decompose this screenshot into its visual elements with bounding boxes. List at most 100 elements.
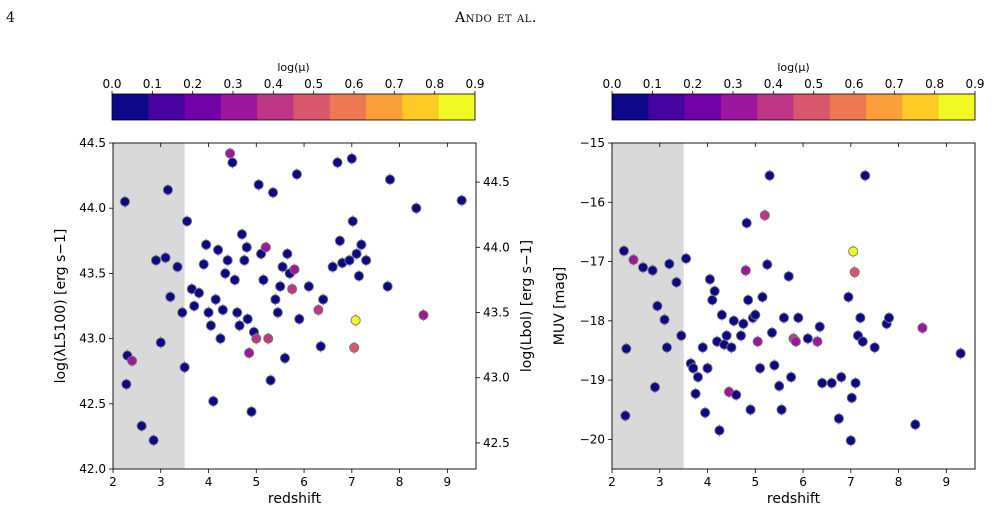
data-point <box>294 313 305 325</box>
data-point <box>869 342 880 353</box>
data-point <box>267 187 279 198</box>
data-point <box>849 267 860 278</box>
colorbar-segment <box>402 94 440 120</box>
data-point <box>177 307 188 318</box>
data-point <box>716 309 727 320</box>
running-title-text: Ando et al. <box>455 10 537 26</box>
data-point <box>265 375 276 386</box>
data-point <box>702 363 713 374</box>
data-point <box>778 312 789 323</box>
data-point <box>155 337 166 348</box>
x-tick-label: 8 <box>396 475 404 489</box>
data-point <box>270 294 281 305</box>
data-point <box>384 174 396 185</box>
data-point <box>786 372 797 383</box>
data-point <box>318 294 329 305</box>
data-point <box>351 248 362 259</box>
colorbar-segment <box>866 94 903 120</box>
data-point <box>172 261 183 272</box>
colorbar-segment <box>112 94 149 120</box>
data-point <box>263 333 274 344</box>
data-point <box>850 378 861 389</box>
data-point <box>661 342 672 353</box>
colorbar-tick-label: 0.9 <box>465 77 484 91</box>
data-point <box>743 295 754 306</box>
data-point <box>382 281 393 292</box>
colorbar-tick-label: 0.1 <box>643 77 662 91</box>
data-point <box>769 360 780 371</box>
data-point <box>664 258 675 269</box>
colorbar-segment <box>220 94 258 120</box>
y2-tick-label: 44.5 <box>483 175 510 189</box>
data-point <box>845 435 856 446</box>
data-point <box>680 253 692 264</box>
data-point <box>697 342 708 353</box>
data-point <box>652 300 663 312</box>
colorbar-tick-label: 0.3 <box>723 77 742 91</box>
data-point <box>244 347 255 358</box>
y-tick-label: 44.5 <box>79 136 106 150</box>
data-point <box>836 372 847 383</box>
colorbar-tick-label: 0.7 <box>385 77 404 91</box>
colorbar-segment <box>329 94 367 120</box>
x-tick-label: 5 <box>252 475 260 489</box>
data-point <box>148 435 159 446</box>
data-point <box>848 246 859 257</box>
data-point <box>700 407 711 418</box>
data-point <box>227 157 238 168</box>
running-title: Ando et al. <box>0 10 992 26</box>
colorbar-segment <box>684 94 722 120</box>
x-axis-label: redshift <box>268 491 322 507</box>
y-tick-label: 42.5 <box>79 397 106 411</box>
data-point <box>222 255 233 266</box>
data-point <box>692 372 704 383</box>
data-point <box>346 153 357 164</box>
colorbar-segment <box>257 94 294 120</box>
shaded-region <box>612 143 684 469</box>
y-tick-label: −19 <box>580 373 605 387</box>
data-point <box>833 413 844 424</box>
shaded-region <box>113 143 185 469</box>
data-point <box>826 378 837 389</box>
data-point <box>189 300 200 312</box>
data-point <box>714 425 725 436</box>
data-point <box>205 320 216 331</box>
colorbar-tick-label: 0.7 <box>885 77 904 91</box>
y-tick-label: −16 <box>580 195 605 209</box>
data-point <box>783 271 794 282</box>
x-tick-label: 2 <box>608 475 616 489</box>
data-point <box>160 252 171 263</box>
data-point <box>741 217 752 229</box>
data-point <box>210 294 221 305</box>
colorbar-segment <box>793 94 831 120</box>
data-point <box>618 245 629 256</box>
data-point <box>707 295 718 306</box>
data-point <box>955 348 966 359</box>
colorbar-frame <box>111 93 476 121</box>
data-point <box>127 355 138 366</box>
data-point <box>721 330 732 341</box>
data-point <box>735 330 747 341</box>
data-point <box>136 420 147 432</box>
data-point <box>759 210 770 221</box>
colorbar-tick-label: 0.5 <box>304 77 323 91</box>
y2-tick-label: 44.0 <box>483 240 510 254</box>
colorbar-tick-label: 0.2 <box>183 77 202 91</box>
data-point <box>344 255 355 266</box>
data-point <box>745 404 756 415</box>
x-tick-label: 5 <box>751 475 759 489</box>
data-point <box>356 239 367 250</box>
data-point <box>812 336 823 347</box>
data-point <box>181 216 193 227</box>
x-tick-label: 6 <box>300 475 308 489</box>
data-point <box>198 259 209 270</box>
data-point <box>201 239 212 250</box>
data-point <box>752 336 763 347</box>
data-point <box>349 342 360 353</box>
data-point <box>350 315 361 326</box>
x-tick-label: 2 <box>109 475 117 489</box>
data-point <box>637 262 649 273</box>
colorbar-segment <box>757 94 794 120</box>
data-point <box>793 312 804 323</box>
data-point <box>272 307 283 318</box>
